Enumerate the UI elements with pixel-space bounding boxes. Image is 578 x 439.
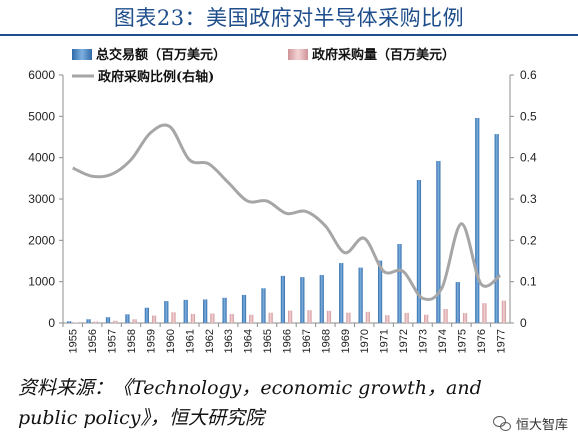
total-volume-bar [86,319,91,323]
government-purchase-bar [93,321,98,323]
total-volume-bar [164,301,169,323]
total-volume-bar [358,267,363,323]
x-axis-tick-label: 1973 [418,329,430,353]
government-purchase-bar [132,319,137,323]
left-axis-tick-label: 2000 [28,233,55,247]
legend-label-total: 总交易额（百万美元） [96,47,226,63]
government-purchase-bar [365,311,370,323]
x-axis-tick-label: 1969 [340,329,352,353]
title-divider [0,34,578,36]
legend-label-ratio: 政府采购比例(右轴) [98,69,214,85]
right-axis-tick-label: 0.4 [520,151,537,165]
x-axis-tick-label: 1968 [320,329,332,353]
total-volume-bar [183,299,188,323]
government-purchase-bar [74,322,79,323]
government-purchase-bar [268,312,273,323]
total-volume-bar [475,117,480,323]
total-volume-bar [105,317,111,323]
x-axis-tick-label: 1959 [145,329,157,353]
semiconductor-procurement-chart: 0 1000 2000 3000 4000 5000 6000 0 0.1 0.2 0.3 0.4 0.… [28,47,537,353]
x-axis-tick-label: 1975 [456,329,468,353]
total-volume-bar [67,321,72,323]
government-purchase-bar [385,315,390,323]
total-volume-bar [319,275,324,323]
total-volume-bar [241,294,247,323]
government-purchase-bar [190,313,196,323]
total-volume-bar [436,160,441,323]
x-axis-tick-label: 1960 [165,329,177,353]
x-axis-tick-label: 1974 [437,329,449,353]
government-purchase-bar [443,308,448,323]
left-axis-tick-label: 6000 [28,68,55,82]
total-volume-bar [397,244,402,323]
x-axis-tick-label: 1970 [359,329,371,353]
procurement-ratio-line [72,123,502,301]
government-purchase-bar [249,314,254,323]
right-axis-tick-label: 0.1 [520,275,537,289]
left-axis-tick-label: 5000 [28,109,55,123]
legend-swatch-total [72,49,92,60]
government-purchase-bar [462,313,468,323]
government-purchase-bar [229,313,234,323]
total-volume-bar [494,134,499,323]
left-axis-tick-label: 0 [48,316,55,330]
total-volume-bar [144,307,149,323]
total-volume-bar [222,297,227,323]
x-axis-tick-label: 1962 [204,329,216,353]
government-purchase-bar [210,313,215,323]
legend-swatch-government [288,49,308,60]
right-axis-tick-label: 0.3 [520,192,537,206]
total-volume-bar [377,260,383,323]
total-volume-bar [455,282,460,323]
left-axis-tick-label: 1000 [28,275,55,289]
right-axis-tick-label: 0.5 [520,109,537,123]
x-axis-tick-label: 1955 [68,329,80,353]
wechat-icon [492,415,511,432]
government-purchase-bar [346,312,351,323]
x-axis-tick-label: 1977 [495,329,507,353]
total-volume-bar [339,263,344,323]
x-axis-tick-label: 1971 [379,329,391,353]
x-axis-tick-label: 1956 [87,329,99,353]
total-volume-bar [261,288,266,323]
x-axis-tick-label: 1961 [184,329,196,353]
right-axis-tick-label: 0 [520,316,527,330]
x-axis-tick-label: 1957 [107,329,119,353]
government-purchase-bar [307,310,312,323]
total-volume-bar [125,314,130,323]
government-purchase-bar [113,320,118,323]
x-axis-tick-label: 1967 [301,329,313,353]
figure-title: 图表23：美国政府对半导体采购比例 [113,6,465,30]
right-axis-tick-label: 0.2 [520,233,537,247]
government-purchase-bar [482,303,487,323]
government-purchase-bar [326,310,332,323]
total-volume-bar [203,299,208,323]
government-purchase-bar [404,312,409,323]
government-purchase-bar [288,310,293,323]
watermark-text: 恒大智库 [515,418,568,433]
x-axis-tick-label: 1958 [126,329,138,353]
total-volume-bar [280,275,285,323]
x-axis-tick-label: 1966 [282,329,294,353]
watermark: 恒大智库 [492,414,568,433]
left-axis-tick-label: 3000 [28,192,55,206]
x-axis-tick-label: 1963 [223,329,235,353]
total-volume-bar [300,277,305,323]
right-axis-tick-label: 0.6 [520,68,537,82]
x-axis-tick-label: 1972 [398,329,410,353]
left-axis-tick-label: 4000 [28,151,55,165]
government-purchase-bar [171,312,176,323]
x-axis-tick-label: 1965 [262,329,274,353]
x-axis-tick-label: 1976 [476,329,488,353]
total-volume-bar [416,179,422,323]
source-note: 资料来源：《Technology，economic growth，and pub… [18,377,482,429]
legend-label-government: 政府采购量（百万美元） [312,47,455,63]
x-axis-tick-label: 1964 [243,329,255,353]
government-purchase-bar [151,315,157,323]
government-purchase-bar [501,300,506,323]
government-purchase-bar [424,314,429,323]
